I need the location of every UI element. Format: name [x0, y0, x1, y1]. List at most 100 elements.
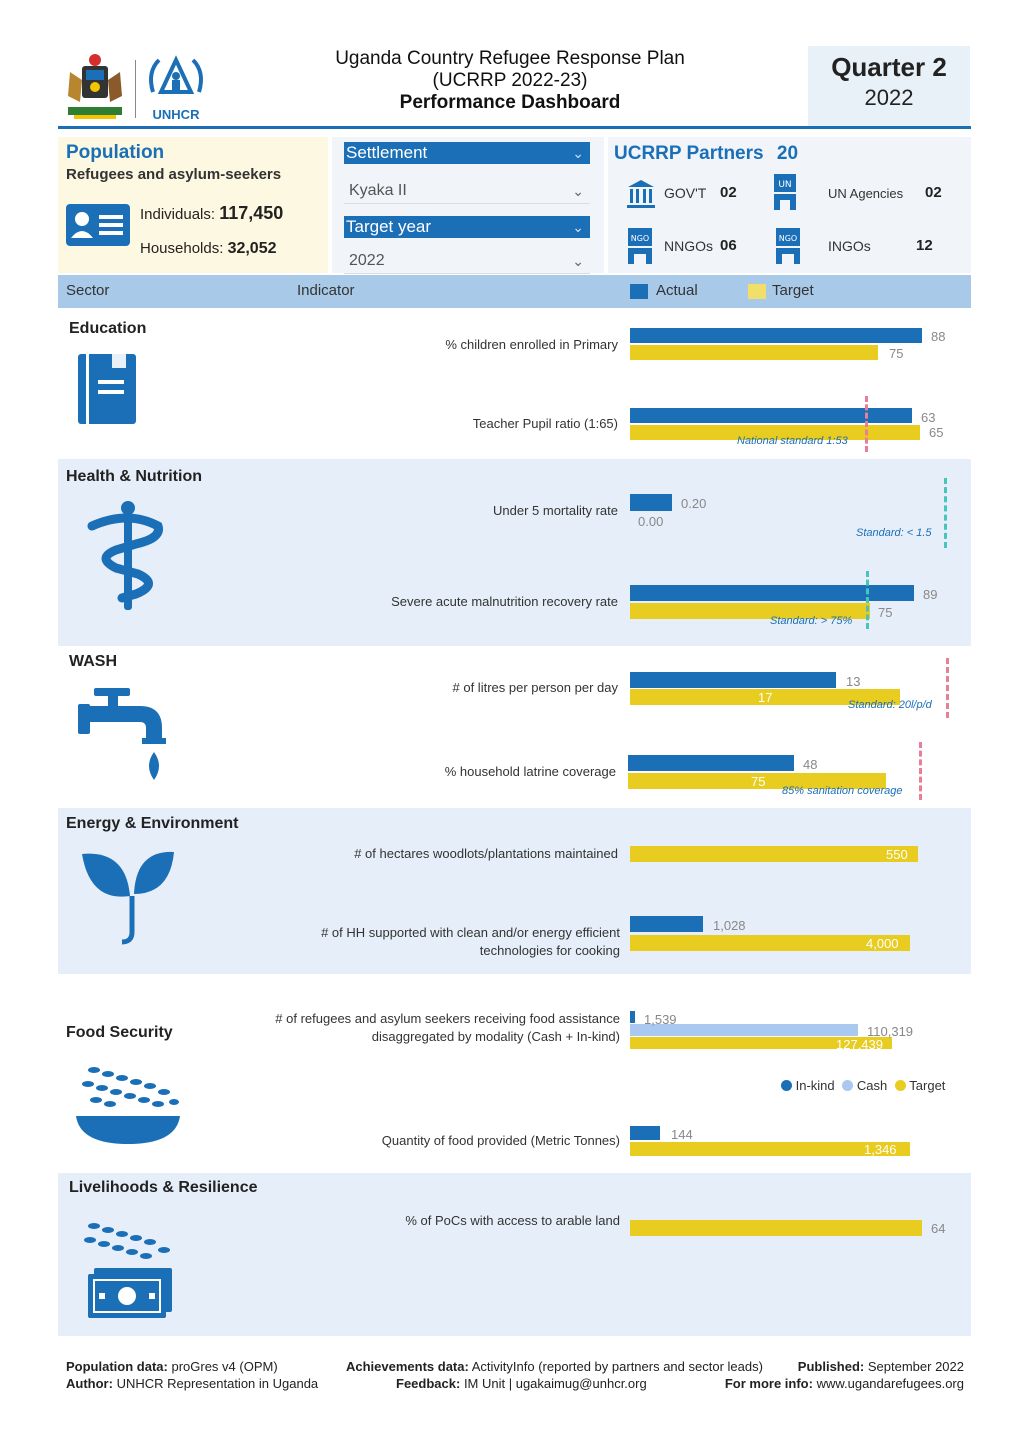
value-actual-latrine-coverage: 48	[803, 757, 818, 772]
page-title: Uganda Country Refugee Response Plan (UC…	[300, 48, 720, 114]
government-building-icon	[626, 178, 656, 215]
standard-line-sam-recovery	[866, 571, 869, 629]
unhcr-logo-text: UNHCR	[152, 107, 200, 122]
ingo-label: INGOs	[828, 238, 871, 254]
un-agencies-count: 02	[925, 184, 942, 201]
footer-ach-value: ActivityInfo (reported by partners and s…	[471, 1359, 763, 1374]
title-line-3: Performance Dashboard	[399, 92, 621, 113]
footer-pop-label: Population data:	[66, 1359, 168, 1374]
households-stat: Households: 32,052	[140, 240, 277, 258]
legend-target-dot	[894, 1080, 906, 1091]
legend-actual-label: Actual	[656, 282, 698, 299]
value-target-teacher-pupil-ratio: 65	[929, 425, 944, 440]
indicator-food-assistance-line1: # of refugees and asylum seekers receivi…	[275, 1011, 620, 1026]
settlement-select[interactable]: Kyaka II ⌄	[344, 178, 590, 204]
grain-bowl-icon	[76, 1064, 180, 1151]
standard-line-litres-per-day	[946, 658, 949, 718]
sector-title-education: Education	[69, 320, 147, 337]
unhcr-logo-icon: UNHCR	[143, 52, 209, 122]
value-target-woodlots-maintained: 550	[886, 847, 908, 862]
bar-target-latrine-coverage	[628, 773, 886, 789]
legend-target-swatch	[748, 284, 766, 299]
quarter-year: 2022	[864, 85, 914, 110]
bar-arable-land	[630, 1220, 922, 1236]
bar-actual-food-quantity	[630, 1126, 660, 1140]
footer-left: Population data: proGres v4 (OPM) Author…	[66, 1358, 318, 1392]
indicator-sam-recovery: Severe acute malnutrition recovery rate	[391, 594, 618, 609]
logo-divider	[135, 60, 136, 118]
chevron-down-icon: ⌄	[572, 253, 584, 269]
value-actual-sam-recovery: 89	[923, 587, 938, 602]
un-agencies-label: UN Agencies	[828, 186, 904, 201]
households-label: Households:	[140, 240, 224, 257]
legend-inkind-dot	[781, 1080, 792, 1091]
sector-title-livelihoods-resilience: Livelihoods & Resilience	[69, 1179, 258, 1196]
bar-actual-latrine-coverage	[628, 755, 794, 771]
bar-cash-food-assistance	[630, 1024, 858, 1036]
footer-feedback-value[interactable]: IM Unit | ugakaimug@unhcr.org	[463, 1376, 647, 1391]
indicator-clean-energy-hh: # of HH supported with clean and/or ener…	[280, 924, 620, 960]
standard-line-teacher-pupil	[865, 396, 868, 452]
nngo-label: NNGOs	[664, 238, 713, 254]
individuals-stat: Individuals: 117,450	[140, 203, 283, 224]
value-actual-teacher-pupil-ratio: 63	[921, 410, 936, 425]
footer-feedback-label: Feedback:	[396, 1376, 461, 1391]
value-target-litres-per-day: 17	[758, 690, 773, 705]
bar-target-food-quantity	[630, 1142, 910, 1156]
ingo-building-icon: NGO	[775, 228, 801, 269]
bar-target-woodlots-maintained	[630, 846, 918, 862]
value-target-sam-recovery: 75	[878, 605, 893, 620]
uganda-coat-of-arms-icon	[62, 52, 128, 122]
settlement-label-text: Settlement	[346, 143, 428, 162]
standard-line-latrine-coverage	[919, 742, 922, 800]
individuals-label: Individuals:	[140, 206, 216, 223]
households-value: 32,052	[227, 240, 277, 257]
sector-title-wash: WASH	[69, 653, 117, 670]
legend-cash-dot	[842, 1080, 854, 1091]
indicator-litres-per-day: # of litres per person per day	[452, 680, 618, 695]
title-line-1: Uganda Country Refugee Response Plan	[335, 48, 685, 69]
legend-actual-swatch	[630, 284, 648, 299]
value-actual-enrolled-primary: 88	[931, 329, 946, 344]
population-subtitle: Refugees and asylum-seekers	[66, 166, 282, 183]
id-card-icon	[66, 204, 130, 246]
sector-title-health-nutrition: Health & Nutrition	[66, 468, 202, 485]
bar-target-clean-energy-hh	[630, 935, 910, 951]
target-year-label-text: Target year	[346, 217, 432, 236]
bar-actual-teacher-pupil-ratio	[630, 408, 912, 423]
chevron-down-icon: ⌄	[572, 219, 584, 235]
footer-info-link[interactable]: www.ugandarefugees.org	[816, 1376, 964, 1391]
indicator-food-assistance-line2: disaggregated by modality (Cash + In-kin…	[371, 1029, 620, 1044]
value-target-latrine-coverage: 75	[751, 774, 766, 789]
column-header-sector: Sector	[66, 282, 110, 299]
footer-middle: Achievements data: ActivityInfo (reporte…	[346, 1358, 763, 1392]
water-tap-icon	[70, 686, 170, 789]
indicator-woodlots-maintained: # of hectares woodlots/plantations maint…	[354, 846, 618, 861]
bar-target-sam-recovery	[630, 603, 870, 619]
sector-title-energy-environment: Energy & Environment	[66, 815, 239, 832]
value-target-food-quantity: 1,346	[864, 1142, 897, 1157]
footer-published-value: September 2022	[867, 1359, 964, 1374]
seedling-icon	[80, 850, 176, 951]
bar-actual-under5-mortality	[630, 494, 672, 511]
value-actual-under5-mortality: 0.20	[681, 496, 707, 511]
indicator-clean-energy-line1: # of HH supported with clean and/or ener…	[321, 925, 620, 940]
title-line-2: (UCRRP 2022-23)	[432, 70, 588, 91]
indicator-latrine-coverage: % household latrine coverage	[444, 764, 616, 779]
svg-text:NGO: NGO	[779, 234, 797, 243]
target-year-select[interactable]: 2022 ⌄	[344, 248, 590, 274]
standard-label-sam-recovery: Standard: > 75%	[770, 615, 853, 627]
value-arable-land: 64	[931, 1221, 946, 1236]
partners-title: UCRRP Partners 20	[614, 143, 798, 165]
quarter-badge: Quarter 2 2022	[808, 46, 970, 126]
individuals-value: 117,450	[219, 203, 284, 223]
standard-label-litres-per-day: Standard: 20l/p/d	[848, 699, 932, 711]
grain-money-icon	[84, 1220, 174, 1323]
food-legend: In-kind Cash Target	[781, 1078, 945, 1093]
legend-target-label: Target	[772, 282, 814, 299]
settlement-value: Kyaka II	[349, 182, 407, 199]
indicator-under5-mortality: Under 5 mortality rate	[493, 503, 618, 518]
footer-info-label: For more info:	[724, 1376, 813, 1391]
standard-label-latrine-coverage: 85% sanitation coverage	[782, 785, 903, 797]
partners-total: 20	[776, 143, 799, 164]
